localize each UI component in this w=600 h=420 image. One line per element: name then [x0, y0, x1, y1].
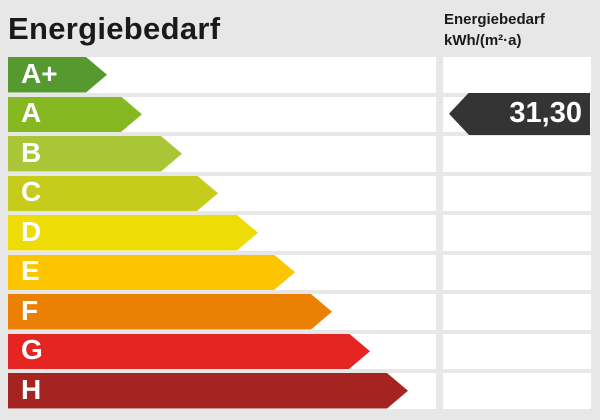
column-gap	[436, 97, 443, 133]
value-indicator-arrow: 31,30	[449, 92, 590, 135]
rating-label: C	[21, 176, 42, 208]
rating-arrow: H	[8, 373, 408, 409]
scale-row: A 31,30	[8, 92, 591, 135]
value-cell	[443, 294, 591, 330]
column-gap	[436, 136, 443, 172]
column-gap	[436, 373, 443, 409]
rating-label: A+	[21, 57, 58, 89]
unit-header-line1: Energiebedarf	[444, 11, 545, 28]
column-gap	[436, 255, 443, 291]
scale-row: H	[8, 373, 591, 409]
scale-row-track: H	[8, 373, 436, 409]
column-gap	[436, 334, 443, 370]
rating-arrow: B	[8, 136, 182, 172]
column-gap	[436, 57, 443, 93]
column-gap	[436, 294, 443, 330]
rating-label: H	[21, 373, 42, 405]
rating-arrow: E	[8, 255, 295, 291]
rating-arrow: G	[8, 334, 370, 370]
rating-arrow: A+	[8, 57, 107, 93]
scale-row-track: G	[8, 333, 436, 370]
column-gap	[436, 215, 443, 251]
unit-header-line2: kWh/(m²·a)	[444, 32, 522, 49]
value-cell	[443, 215, 591, 251]
value-cell	[443, 373, 591, 409]
scale-row-track: F	[8, 294, 436, 330]
rating-label: G	[21, 334, 43, 366]
value-cell	[443, 175, 591, 211]
scale-row-track: A+	[8, 57, 436, 93]
unit-header: Energiebedarf kWh/(m²·a)	[444, 9, 545, 51]
scale-row: E	[8, 254, 591, 291]
scale-row: B	[8, 136, 591, 172]
rating-arrow: A	[8, 97, 142, 133]
rating-label: A	[21, 97, 42, 129]
rating-label: E	[21, 255, 40, 287]
rating-arrow: C	[8, 176, 218, 212]
value-indicator-text: 31,30	[509, 97, 582, 130]
scale-row-track: A	[8, 96, 436, 133]
value-cell: 31,30	[443, 92, 591, 135]
scale-row-track: C	[8, 175, 436, 212]
rating-label: D	[21, 215, 42, 247]
rating-label: F	[21, 294, 39, 326]
value-cell	[443, 333, 591, 369]
value-cell	[443, 254, 591, 290]
scale-row: F	[8, 294, 591, 330]
value-cell	[443, 57, 591, 93]
scale-row-track: B	[8, 136, 436, 172]
scale-row: A+	[8, 57, 591, 93]
page-title: Energiebedarf	[8, 11, 221, 46]
rating-arrow: F	[8, 294, 332, 330]
scale-row-track: D	[8, 215, 436, 251]
scale-row: C	[8, 175, 591, 212]
scale-row: G	[8, 333, 591, 370]
scale-row-track: E	[8, 254, 436, 291]
scale-row: D	[8, 215, 591, 251]
rating-label: B	[21, 136, 42, 168]
rating-arrow: D	[8, 215, 258, 251]
energy-scale: A+ A 31,30 B	[8, 57, 591, 413]
column-gap	[436, 176, 443, 212]
value-cell	[443, 136, 591, 172]
